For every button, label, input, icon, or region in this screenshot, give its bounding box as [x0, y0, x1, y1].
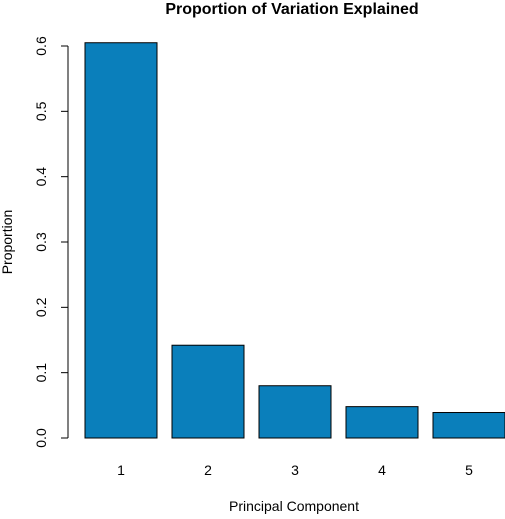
x-axis-label: Principal Component [229, 498, 359, 514]
x-tick-label-2: 2 [204, 462, 212, 478]
bar-3 [258, 385, 332, 439]
bar-2 [171, 344, 245, 439]
y-tick-label: 0.3 [33, 232, 49, 252]
x-tick-label-4: 4 [378, 462, 386, 478]
x-tick-label-5: 5 [465, 462, 473, 478]
y-tick-label: 0.4 [33, 167, 49, 187]
bar-4 [345, 406, 419, 439]
y-axis: 0.0 0.1 0.2 0.3 0.4 0.5 0.6 [33, 36, 69, 448]
bar-5 [432, 412, 505, 439]
y-tick-label: 0.0 [33, 428, 49, 448]
x-tick-label-3: 3 [291, 462, 299, 478]
y-axis-label: Proportion [0, 210, 15, 275]
chart-title: Proportion of Variation Explained [165, 1, 418, 18]
x-tick-label-1: 1 [117, 462, 125, 478]
y-tick-label: 0.2 [33, 297, 49, 317]
y-tick-label: 0.6 [33, 36, 49, 56]
x-tick-labels: 1 2 3 4 5 [117, 462, 473, 478]
bars-group [84, 42, 505, 439]
bar-1 [84, 42, 158, 439]
y-tick-label: 0.1 [33, 363, 49, 383]
y-tick-label: 0.5 [33, 101, 49, 121]
